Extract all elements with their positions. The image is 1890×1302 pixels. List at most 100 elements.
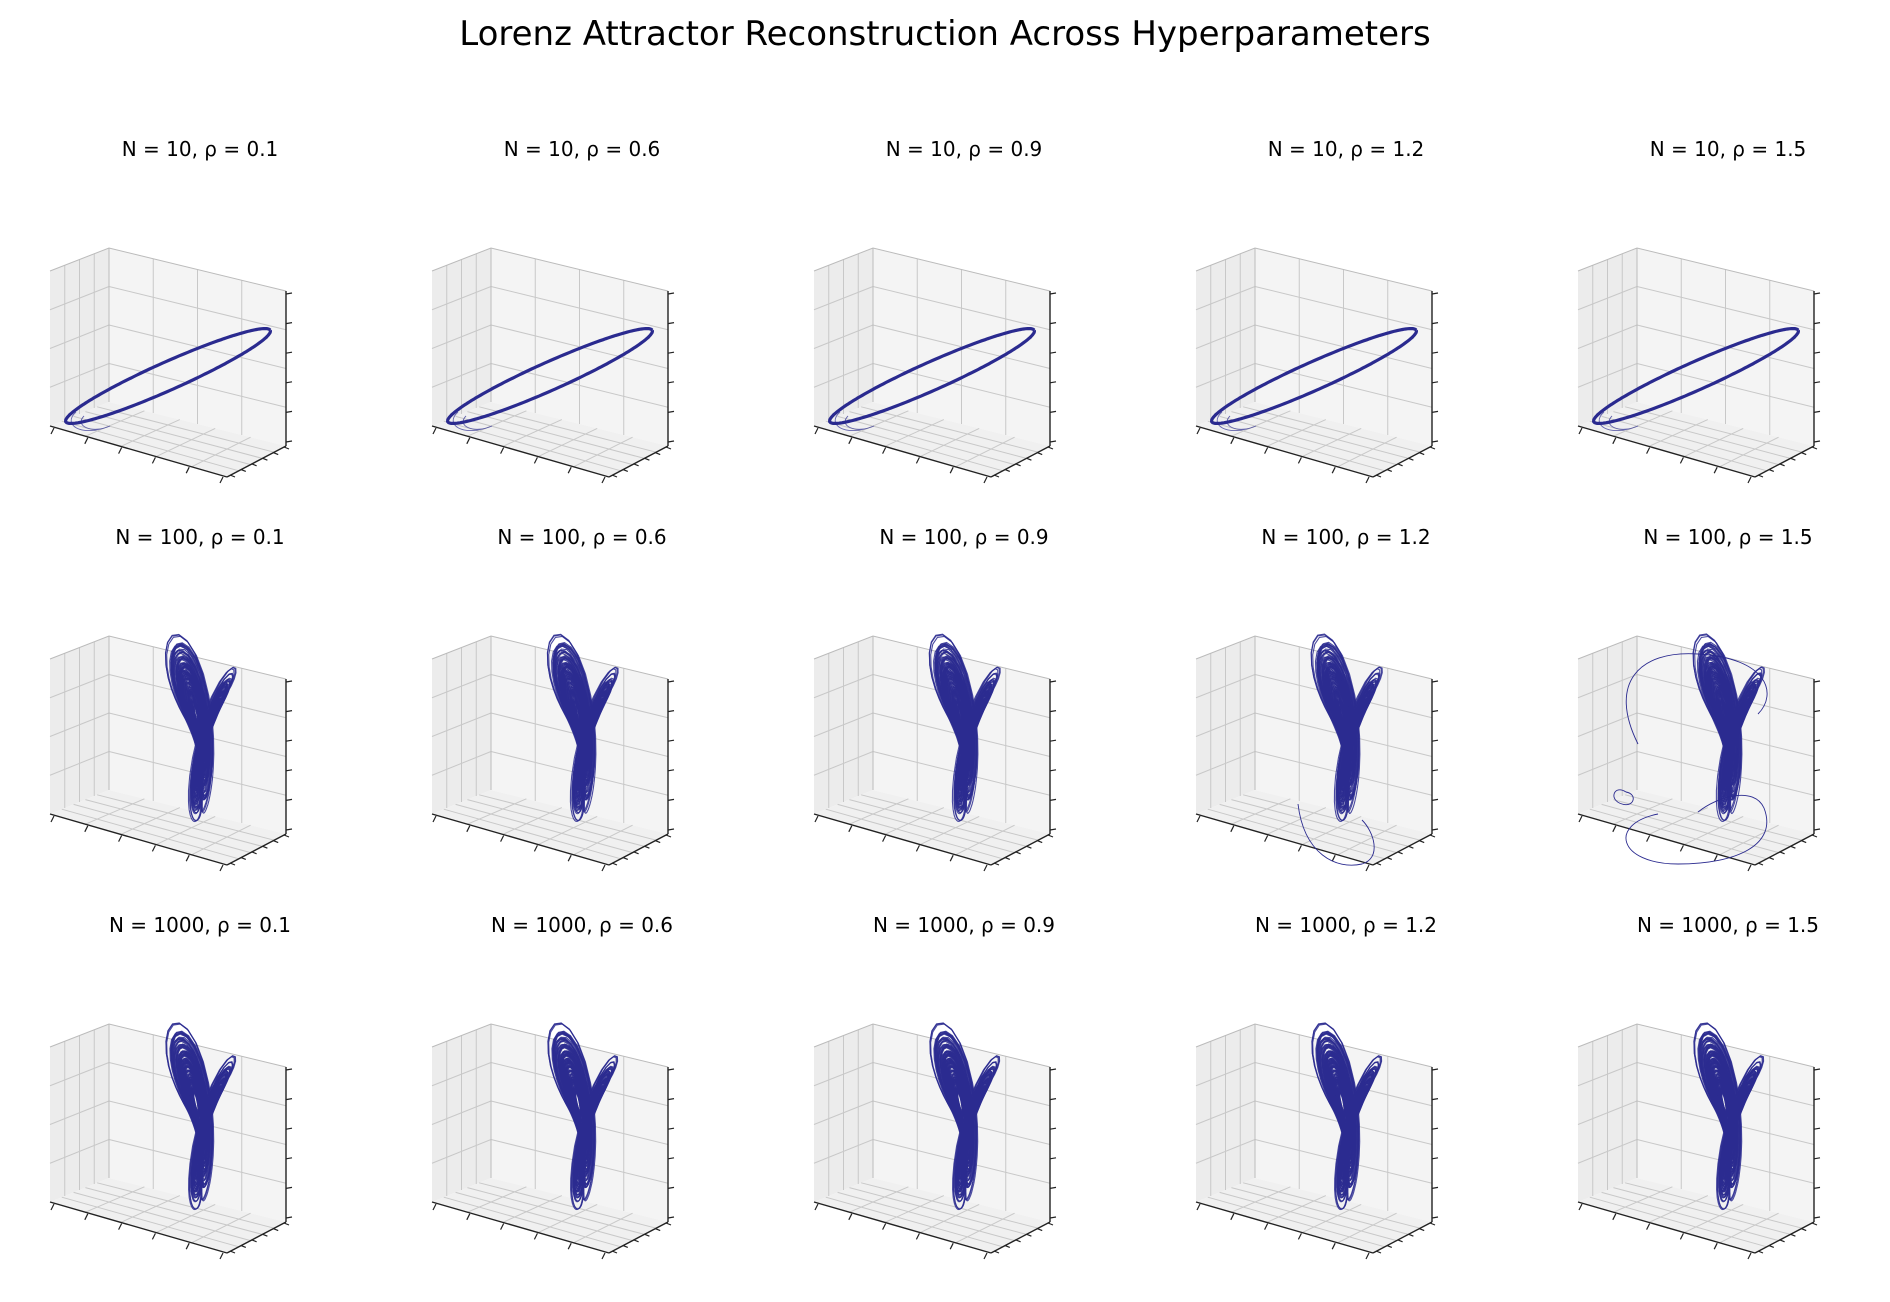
x-tick xyxy=(1331,854,1336,862)
grid-line xyxy=(1195,712,1256,737)
z-tick xyxy=(667,739,675,742)
grid-line xyxy=(1648,419,1709,447)
trajectory-line xyxy=(546,633,617,822)
y-axis xyxy=(1754,445,1815,478)
escape-orbit xyxy=(1297,803,1375,866)
grid-line xyxy=(1683,1203,1744,1234)
grid-line xyxy=(502,807,563,835)
y-tick xyxy=(1015,463,1021,467)
grid-line xyxy=(825,808,1003,860)
subplot-panel: N = 100, ρ = 0.1 xyxy=(40,524,418,914)
z-tick xyxy=(1049,769,1057,772)
y-tick xyxy=(993,862,1000,866)
z-tick xyxy=(1813,410,1821,413)
x-tick xyxy=(1264,1223,1269,1230)
x-tick xyxy=(432,815,437,823)
z-tick xyxy=(667,292,675,295)
y-tick xyxy=(1047,446,1054,450)
grid-line xyxy=(837,1191,1015,1242)
x-tick xyxy=(466,825,471,833)
y-axis xyxy=(608,445,669,478)
z-tick xyxy=(1813,769,1821,772)
z-tick xyxy=(285,322,293,325)
grid-line xyxy=(1613,798,1673,825)
grid-line xyxy=(73,1191,251,1242)
z-tick xyxy=(667,798,675,801)
grid-line xyxy=(1207,808,1385,860)
grid-line xyxy=(1219,803,1397,854)
x-tick xyxy=(1679,1233,1684,1240)
subplot-panel: N = 100, ρ = 0.9 xyxy=(804,524,1182,914)
axes-3d xyxy=(431,247,675,484)
x-tick xyxy=(1747,864,1752,872)
subplot-panel: N = 100, ρ = 1.5 xyxy=(1568,524,1890,914)
z-tick xyxy=(1049,1098,1057,1101)
x-tick xyxy=(219,864,224,872)
grid-line xyxy=(537,427,598,458)
grid-line xyxy=(85,1186,145,1213)
grid-line xyxy=(49,1100,110,1125)
y-axis xyxy=(226,1221,287,1254)
x-tick xyxy=(1646,1223,1651,1230)
z-tick xyxy=(1431,1216,1439,1219)
grid-line xyxy=(85,1187,263,1235)
grid-line xyxy=(443,1196,621,1248)
y-axis xyxy=(990,445,1051,478)
x-axis xyxy=(813,1201,992,1254)
grid-line xyxy=(1337,1212,1397,1244)
y-tick xyxy=(1757,1250,1764,1254)
x-tick xyxy=(500,1223,505,1230)
y-tick xyxy=(251,851,257,855)
x-tick xyxy=(151,845,156,852)
z-tick xyxy=(285,1127,293,1130)
z-tick xyxy=(1813,351,1821,354)
grid-line xyxy=(431,751,492,776)
grid-line xyxy=(467,410,527,437)
x-tick xyxy=(949,466,954,474)
grid-line xyxy=(1301,427,1362,458)
z-tick xyxy=(1431,769,1439,772)
grid-line xyxy=(191,436,251,468)
grid-line xyxy=(155,1203,216,1234)
z-tick xyxy=(1813,381,1821,384)
grid-line xyxy=(1266,1195,1327,1223)
y-tick xyxy=(1779,851,1785,855)
grid-line xyxy=(1625,794,1803,841)
z-tick xyxy=(1049,1186,1057,1189)
trajectory-line xyxy=(164,633,235,823)
y-axis xyxy=(226,445,287,478)
grid-line xyxy=(1195,1100,1256,1125)
x-tick xyxy=(432,1203,437,1211)
axes-3d xyxy=(1195,633,1439,872)
z-tick xyxy=(1049,680,1057,683)
grid-line xyxy=(73,415,251,466)
z-tick xyxy=(285,1068,293,1071)
grid-line xyxy=(49,324,110,349)
y-axis xyxy=(1372,445,1433,478)
x-tick xyxy=(567,1242,572,1250)
x-tick xyxy=(1230,437,1235,445)
transient-tail xyxy=(1598,411,1639,431)
y-tick xyxy=(1429,834,1436,838)
x-tick xyxy=(949,1242,954,1250)
subplot-title: N = 10, ρ = 1.5 xyxy=(1649,137,1807,161)
z-tick xyxy=(1431,1157,1439,1160)
z-tick xyxy=(1431,1127,1439,1130)
z-tick xyxy=(1049,440,1057,443)
x-tick xyxy=(1331,466,1336,474)
y-tick xyxy=(1015,1239,1021,1243)
y-axis xyxy=(226,833,287,866)
grid-line xyxy=(1195,324,1256,349)
grid-line xyxy=(537,815,598,846)
y-tick xyxy=(262,1233,268,1237)
grid-line xyxy=(537,1203,598,1234)
grid-line xyxy=(120,419,181,447)
grid-line xyxy=(837,803,1015,854)
y-tick xyxy=(1408,845,1414,849)
z-tick xyxy=(1813,440,1821,443)
x-axis xyxy=(49,1201,228,1254)
trajectory-line xyxy=(64,327,272,425)
x-axis xyxy=(431,1201,610,1254)
y-tick xyxy=(1811,446,1818,450)
z-tick xyxy=(1813,739,1821,742)
